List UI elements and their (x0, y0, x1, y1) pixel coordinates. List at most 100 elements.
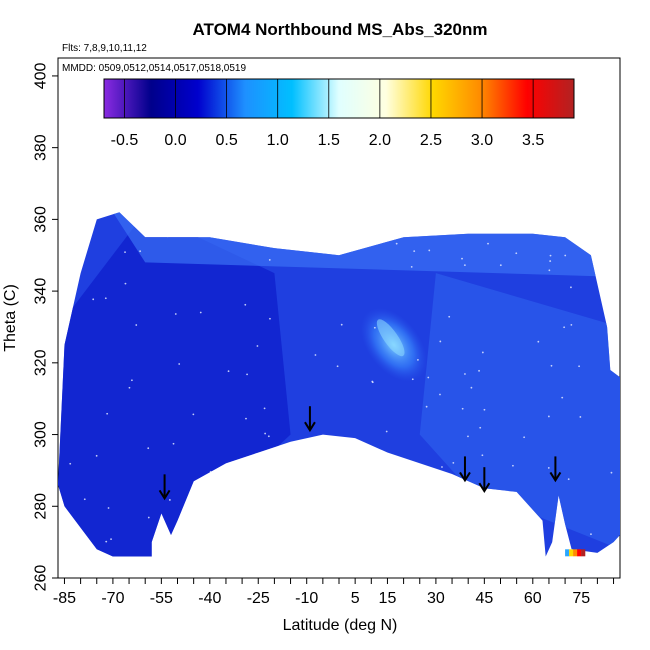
y-tick-label: 380 (33, 134, 50, 161)
colorbar: -0.5 0.0 0.5 1.0 1.5 2.0 2.5 3.0 3.5 (103, 78, 575, 149)
sample-point (417, 498, 420, 501)
sample-point (548, 269, 551, 272)
y-axis-label: Theta (C) (2, 284, 19, 352)
sample-point (65, 253, 67, 255)
dates-note: MMDD: 0509,0512,0514,0517,0518,0519 (62, 63, 246, 74)
colorbar-tick-label: 2.5 (420, 132, 442, 149)
sample-point (223, 466, 226, 469)
sample-point (227, 370, 230, 373)
sample-point (166, 235, 169, 238)
sample-point (340, 323, 343, 326)
field-east-region (419, 273, 620, 550)
sample-point (328, 482, 331, 484)
sample-point (222, 474, 225, 477)
sample-point (479, 426, 482, 429)
sample-point (410, 265, 413, 268)
x-tick-label: 15 (379, 590, 397, 607)
sample-point (124, 282, 127, 285)
sample-point (608, 240, 611, 242)
sample-point (395, 242, 398, 245)
sample-point (567, 478, 570, 481)
sample-point (550, 364, 553, 367)
sample-point (104, 297, 107, 300)
colorbar-tick-label: 3.5 (522, 132, 544, 149)
y-tick-label: 400 (33, 62, 50, 89)
sample-point (263, 407, 266, 410)
sample-point (512, 464, 514, 467)
sample-point (549, 260, 552, 262)
sample-point (464, 373, 466, 375)
flight-arrow (158, 474, 171, 501)
sample-point (428, 249, 431, 252)
sample-point (439, 340, 442, 343)
flight-arrow (478, 467, 491, 494)
sample-point (402, 468, 405, 471)
sample-point (168, 499, 171, 501)
sample-point (439, 393, 441, 396)
sample-point (562, 523, 565, 526)
sample-point (83, 498, 86, 501)
y-tick-label: 260 (33, 565, 50, 592)
colorbar-tick-label: 1.5 (318, 132, 340, 149)
sample-point (461, 407, 464, 410)
y-tick-label: 360 (33, 206, 50, 233)
sample-point (604, 227, 607, 230)
colorbar-tick-label: 3.0 (471, 132, 493, 149)
colorbar-bar (103, 78, 575, 119)
x-tick-label: -70 (101, 590, 124, 607)
sample-point (610, 471, 613, 474)
sample-point (413, 250, 416, 253)
sample-point (564, 254, 567, 257)
x-tick-label: -55 (150, 590, 173, 607)
sample-point (579, 416, 582, 418)
colorbar-tick-label: -0.5 (111, 132, 139, 149)
sample-point (294, 480, 297, 483)
sample-point (373, 326, 376, 329)
sample-point (172, 442, 175, 445)
sample-point (446, 524, 449, 527)
sample-point (487, 242, 489, 245)
sample-point (131, 379, 133, 382)
sample-point (95, 454, 98, 457)
x-tick-label: -85 (53, 590, 76, 607)
sample-point (427, 376, 430, 379)
sample-point (269, 317, 271, 320)
sample-point (256, 345, 259, 347)
sample-point (246, 373, 248, 376)
x-tick-label: 30 (427, 590, 445, 607)
sample-point (267, 435, 270, 438)
sample-point (314, 354, 317, 356)
sample-point (475, 533, 478, 535)
x-axis-label: Latitude (deg N) (283, 617, 398, 634)
sample-point (467, 435, 469, 438)
sample-point (107, 507, 110, 509)
flights-note: Flts: 7,8,9,10,11,12 (62, 43, 147, 54)
colorbar-tick-label: 2.0 (369, 132, 391, 149)
sample-point (92, 298, 95, 301)
sample-point (549, 254, 552, 257)
sample-point (425, 405, 428, 408)
sample-point (547, 415, 550, 418)
x-tick-label: 45 (475, 590, 493, 607)
sample-point (578, 365, 580, 368)
sample-point (499, 264, 502, 267)
sample-point (563, 326, 566, 329)
sample-point (452, 461, 455, 464)
sample-point (478, 369, 480, 372)
sample-point (245, 417, 247, 420)
x-tick-label: -40 (198, 590, 221, 607)
chart-title: ATOM4 Northbound MS_Abs_320nm (192, 20, 487, 39)
sample-point (63, 250, 66, 253)
sample-point (105, 540, 108, 543)
sample-point (75, 257, 77, 259)
sample-point (547, 467, 550, 469)
sample-point (410, 495, 413, 498)
sample-point (417, 359, 419, 361)
high-spot-cell (577, 549, 582, 557)
sample-point (264, 432, 267, 435)
x-axis: -85 -70 -55 -40 -25 -10 5 15 30 45 60 75 (53, 578, 615, 607)
field-max-core (376, 319, 405, 357)
colorbar-tick-label: 1.0 (267, 132, 289, 149)
data-field (58, 212, 620, 557)
